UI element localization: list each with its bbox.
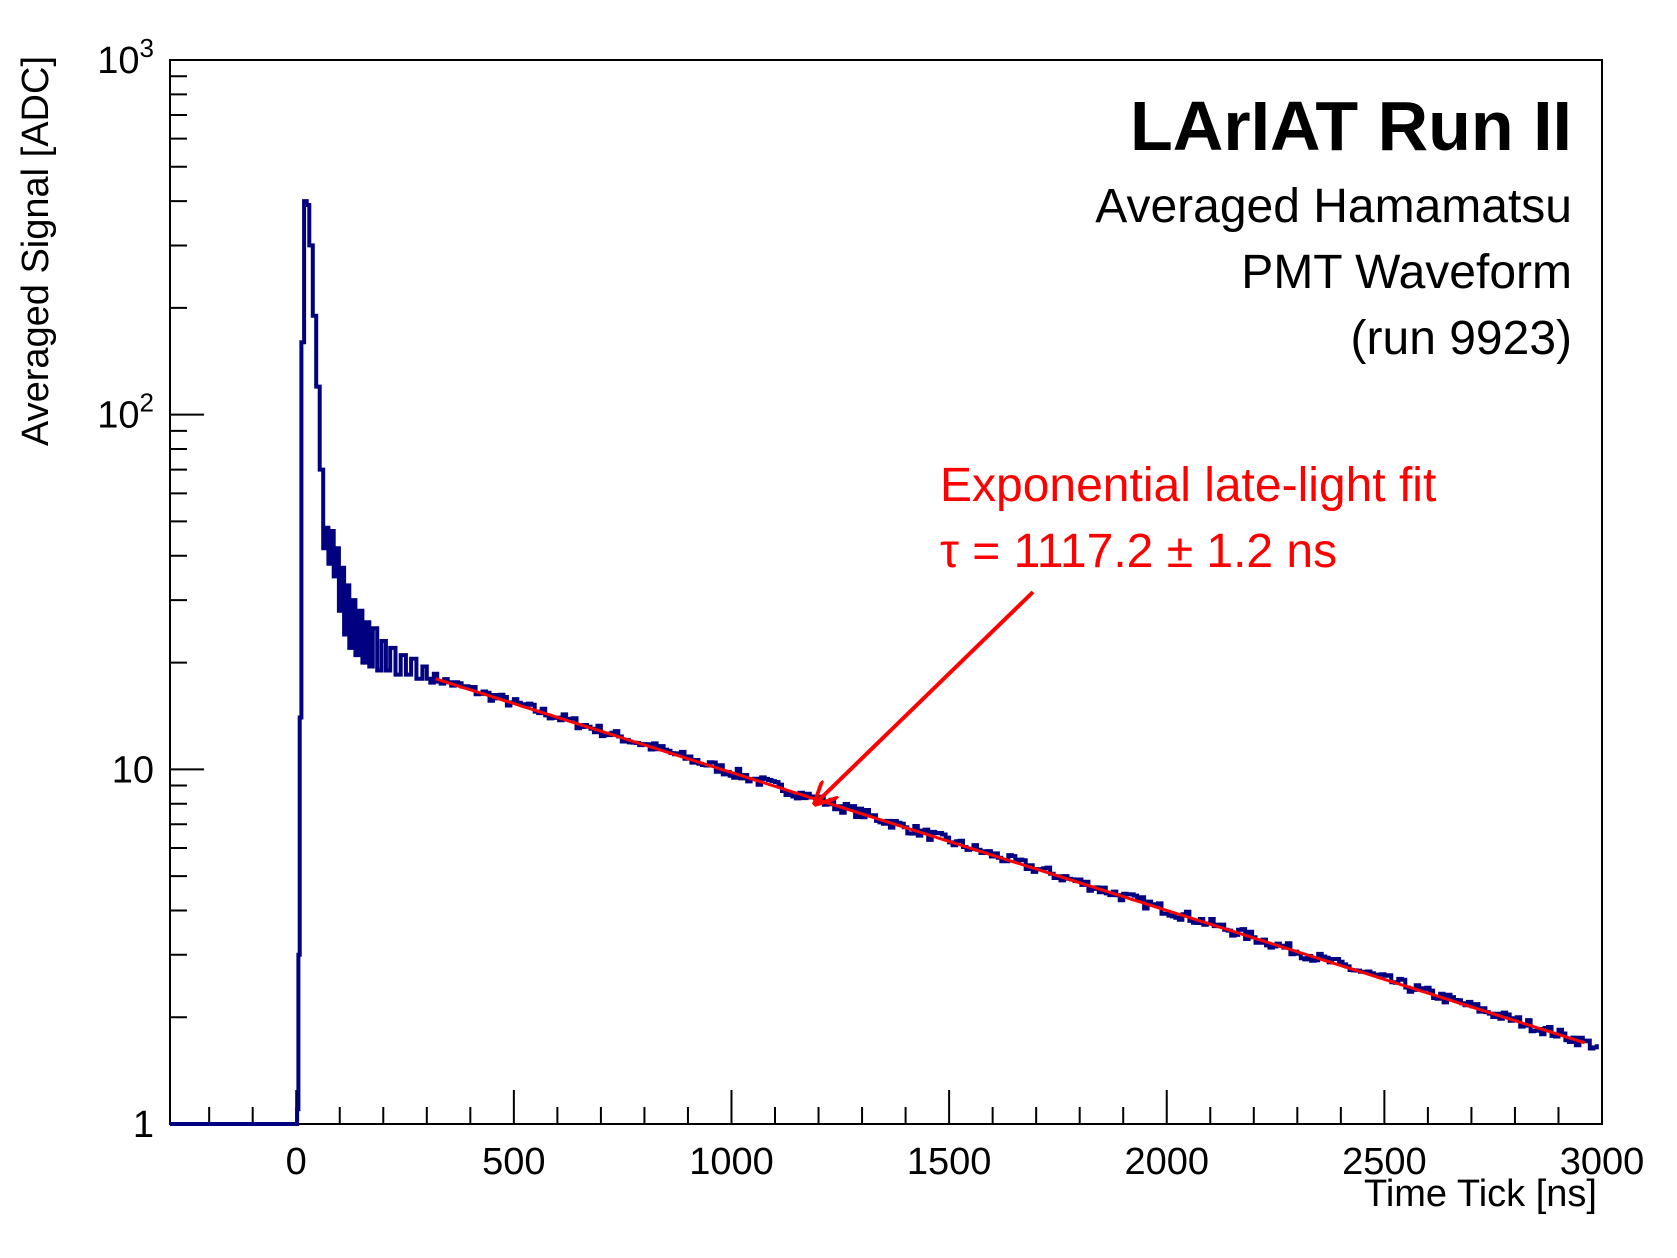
y-tick-label: 102 xyxy=(97,388,154,437)
x-axis-title: Time Tick [ns] xyxy=(1364,1173,1597,1215)
x-tick-label: 500 xyxy=(482,1141,545,1183)
chart-title: LArIAT Run II xyxy=(1130,87,1572,165)
plot-frame xyxy=(169,59,1603,1125)
y-tick-label: 10 xyxy=(112,749,154,791)
fit-annotation-line-1: Exponential late-light fit xyxy=(940,459,1436,512)
tick-labels-group: 0 500 1000 1500 2000 2500 3000 1 10 102 103 xyxy=(97,33,1644,1183)
x-tick-label: 2500 xyxy=(1342,1141,1427,1183)
y-tick-label: 103 xyxy=(97,33,154,82)
y-tick-label: 1 xyxy=(133,1104,154,1146)
plot-frame-group xyxy=(169,59,1603,1125)
y-axis-title: Averaged Signal [ADC] xyxy=(15,56,57,446)
fit-annotation-arrow xyxy=(817,590,1035,802)
x-tick-label: 1500 xyxy=(907,1141,992,1183)
chart-subtitle-line-1: Averaged Hamamatsu xyxy=(1095,180,1572,233)
x-tick-label: 3000 xyxy=(1560,1141,1645,1183)
series-group xyxy=(170,199,1599,1126)
axis-ticks-group xyxy=(170,59,1603,1125)
x-tick-label: 1000 xyxy=(689,1141,774,1183)
fit-annotation-line-2: τ = 1117.2 ± 1.2 ns xyxy=(940,525,1337,578)
chart-subtitle-line-3: (run 9923) xyxy=(1351,312,1572,365)
x-tick-label: 2000 xyxy=(1124,1141,1209,1183)
chart-subtitle-line-2: PMT Waveform xyxy=(1241,246,1572,299)
x-tick-label: 0 xyxy=(286,1141,307,1183)
exponential-fit-line xyxy=(435,677,1586,1045)
